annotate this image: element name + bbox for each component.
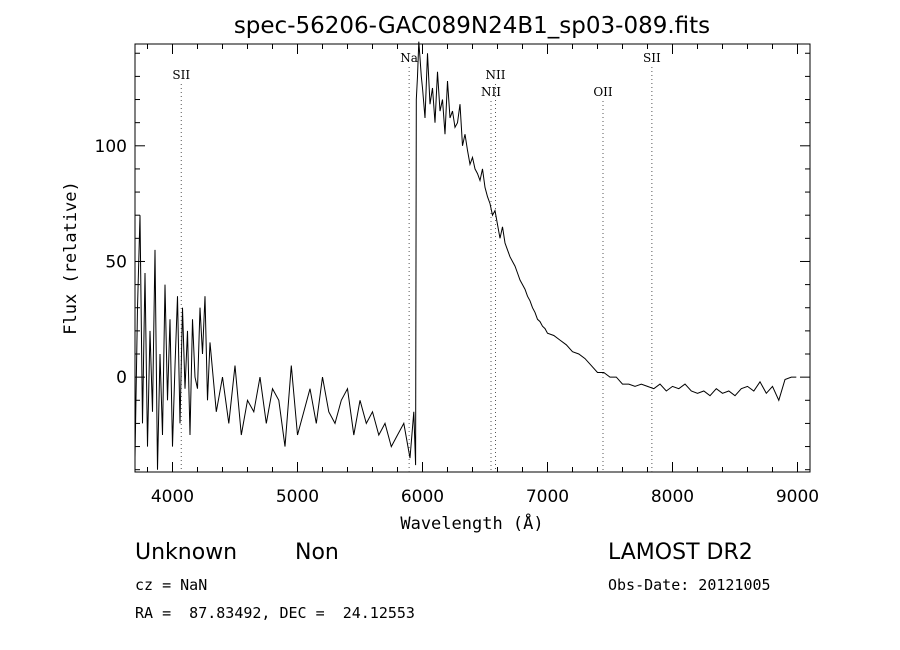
x-tick-label: 6000 [401,487,444,507]
line-marker-label: NII [486,68,506,82]
line-marker-label: OII [593,85,613,99]
spectrum-series-line [134,41,797,470]
x-tick-label: 5000 [276,487,319,507]
line-marker-label: SII [643,51,661,65]
x-tick-label: 8000 [651,487,694,507]
x-tick-label: 9000 [776,487,819,507]
y-tick-label: 50 [105,252,127,272]
coordinates-text: RA = 87.83492, DEC = 24.12553 [135,604,415,622]
y-axis-label: Flux (relative) [61,181,81,335]
axis-ticks: 4000 5000 6000 7000 8000 9000 0 50 100 [95,44,819,507]
x-axis-label: Wavelength (Å) [400,512,543,534]
redshift-text: cz = NaN [135,576,208,594]
x-tick-label: 4000 [151,487,194,507]
line-marker-label: NII [481,85,501,99]
survey-text: LAMOST DR2 [608,540,753,565]
chart-title: spec-56206-GAC089N24B1_sp03-089.fits [234,13,710,39]
plot-frame [134,43,811,473]
x-tick-label: 7000 [526,487,569,507]
y-tick-label: 100 [95,137,127,157]
emission-line-markers: SII Na NII NII OII SII [172,51,661,472]
obs-date-text: Obs-Date: 20121005 [608,576,771,594]
classification-text: Unknown [135,540,238,565]
line-marker-label: Na [400,51,418,65]
subclass-text: Non [295,540,339,565]
line-marker-label: SII [172,68,190,82]
y-tick-label: 0 [116,368,127,388]
